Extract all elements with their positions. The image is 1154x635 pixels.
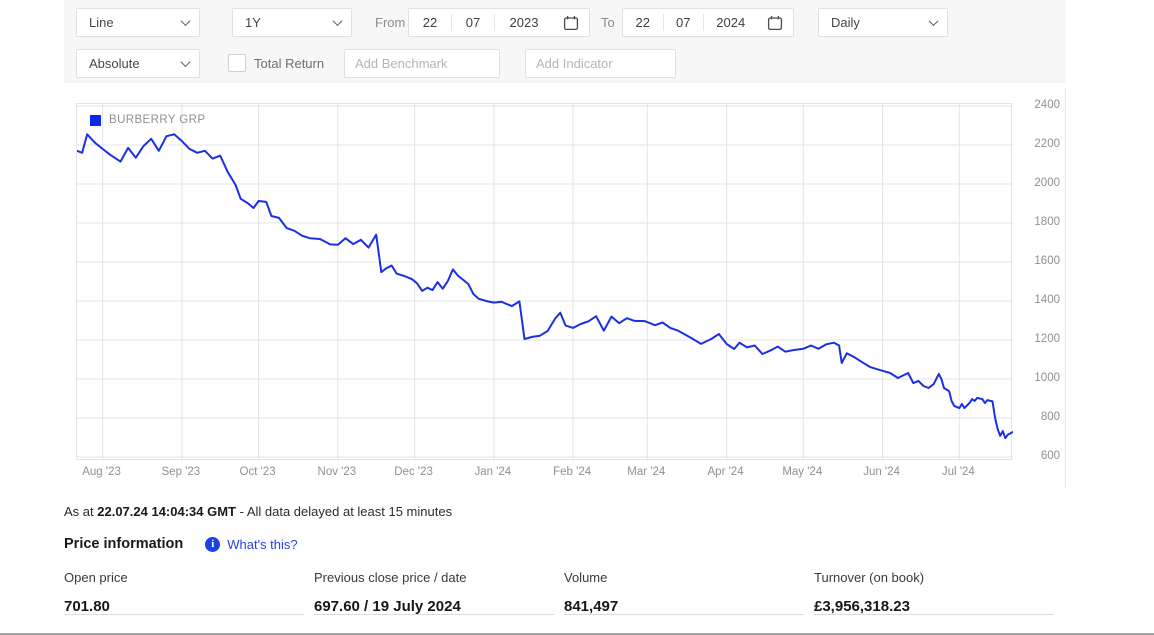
chevron-down-icon xyxy=(180,16,191,27)
range-value: 1Y xyxy=(245,15,261,30)
x-axis-tick-label: Oct '23 xyxy=(239,466,276,478)
total-return-label: Total Return xyxy=(254,56,325,71)
to-calendar-icon[interactable] xyxy=(757,15,793,31)
price-info-open-price: Open price 701.80 xyxy=(64,570,314,615)
to-year-field[interactable]: 2024 xyxy=(716,15,746,30)
x-axis-tick-label: Feb '24 xyxy=(553,466,592,478)
price-info-label: Turnover (on book) xyxy=(814,570,925,585)
field-separator xyxy=(494,14,495,31)
x-axis-tick-label: Nov '23 xyxy=(317,466,357,478)
series-mode-select[interactable]: Absolute xyxy=(76,49,200,78)
x-axis-tick-label: Jun '24 xyxy=(863,466,900,478)
from-label: From xyxy=(375,15,406,30)
x-axis-tick-label: Jan '24 xyxy=(474,466,512,478)
price-info-value: 841,497 xyxy=(564,598,619,615)
y-axis-tick-label: 1000 xyxy=(1034,372,1060,384)
whats-this-link[interactable]: What's this? xyxy=(227,536,298,552)
column-divider xyxy=(64,614,304,615)
to-date-group: 22 07 2024 xyxy=(622,8,794,37)
y-axis-tick-label: 2200 xyxy=(1034,138,1060,150)
to-day-field[interactable]: 22 xyxy=(635,15,650,30)
field-separator xyxy=(703,14,705,31)
chart-plot-area[interactable]: BURBERRY GRP xyxy=(76,103,1013,461)
from-month-field[interactable]: 07 xyxy=(465,15,481,30)
legend-swatch-icon xyxy=(90,114,101,126)
x-axis-tick-label: Mar '24 xyxy=(627,466,666,478)
frequency-select[interactable]: Daily xyxy=(818,8,948,37)
x-axis-tick-label: Sep '23 xyxy=(161,466,201,478)
add-indicator-input[interactable] xyxy=(525,49,676,78)
x-axis-tick-label: Apr '24 xyxy=(707,466,744,478)
price-line-chart xyxy=(77,104,1013,461)
chevron-down-icon xyxy=(180,57,191,68)
price-info-label: Volume xyxy=(564,570,608,585)
chart-type-select[interactable]: Line xyxy=(76,8,200,37)
range-select[interactable]: 1Y xyxy=(232,8,352,37)
chart-toolbar: Line 1Y From 22 07 2023 To 22 07 2024 xyxy=(64,0,1066,83)
price-info-label: Open price xyxy=(64,570,128,585)
column-divider xyxy=(564,614,804,615)
data-delay-footnote: As at 22.07.24 14:04:34 GMT - All data d… xyxy=(64,504,453,519)
x-axis-tick-label: May '24 xyxy=(782,466,823,478)
from-year-field[interactable]: 2023 xyxy=(509,15,539,30)
to-label: To xyxy=(601,15,615,30)
y-axis-tick-label: 1200 xyxy=(1034,333,1060,345)
y-axis-tick-label: 800 xyxy=(1040,411,1060,423)
frequency-value: Daily xyxy=(831,15,860,30)
price-info-value: 701.80 xyxy=(64,598,110,615)
price-information-title: Price information xyxy=(64,536,184,552)
from-date-group: 22 07 2023 xyxy=(408,8,590,37)
chevron-down-icon xyxy=(928,16,939,27)
column-divider xyxy=(814,614,1054,615)
as-at-timestamp: 22.07.24 14:04:34 GMT xyxy=(97,504,236,519)
y-axis-tick-label: 2000 xyxy=(1034,177,1060,189)
y-axis-tick-label: 600 xyxy=(1040,450,1060,462)
add-benchmark-input[interactable] xyxy=(344,49,500,78)
field-separator xyxy=(451,14,452,31)
price-info-previous-close: Previous close price / date 697.60 / 19 … xyxy=(314,570,564,615)
y-axis-tick-label: 1800 xyxy=(1034,216,1060,228)
chart-legend: BURBERRY GRP xyxy=(90,114,205,126)
from-day-field[interactable]: 22 xyxy=(422,15,438,30)
from-calendar-icon[interactable] xyxy=(553,15,589,31)
legend-series-label: BURBERRY GRP xyxy=(109,114,206,126)
price-info-label: Previous close price / date xyxy=(314,570,467,585)
x-axis-tick-label: Aug '23 xyxy=(82,466,121,478)
column-divider xyxy=(314,614,554,615)
info-icon: i xyxy=(205,536,221,552)
price-info-turnover: Turnover (on book) £3,956,318.23 xyxy=(814,570,1064,615)
price-info-volume: Volume 841,497 xyxy=(564,570,814,615)
series-mode-value: Absolute xyxy=(89,56,140,71)
total-return-checkbox[interactable] xyxy=(228,54,246,72)
price-info-value: £3,956,318.23 xyxy=(814,598,910,615)
y-axis-tick-label: 1400 xyxy=(1034,294,1060,306)
x-axis-tick-label: Dec '23 xyxy=(394,466,433,478)
field-separator xyxy=(662,14,664,31)
x-axis-tick-label: Jul '24 xyxy=(941,466,975,478)
price-chart-section: BURBERRY GRP 600 800 1000 1200 1400 1600 1800 2… xyxy=(64,88,1066,488)
section-divider xyxy=(0,633,1154,635)
y-axis-tick-label: 1600 xyxy=(1034,255,1060,267)
y-axis-tick-label: 2400 xyxy=(1034,99,1060,111)
chevron-down-icon xyxy=(332,16,343,27)
to-month-field[interactable]: 07 xyxy=(676,15,691,30)
chart-type-value: Line xyxy=(89,15,114,30)
price-info-value: 697.60 / 19 July 2024 xyxy=(314,598,461,615)
